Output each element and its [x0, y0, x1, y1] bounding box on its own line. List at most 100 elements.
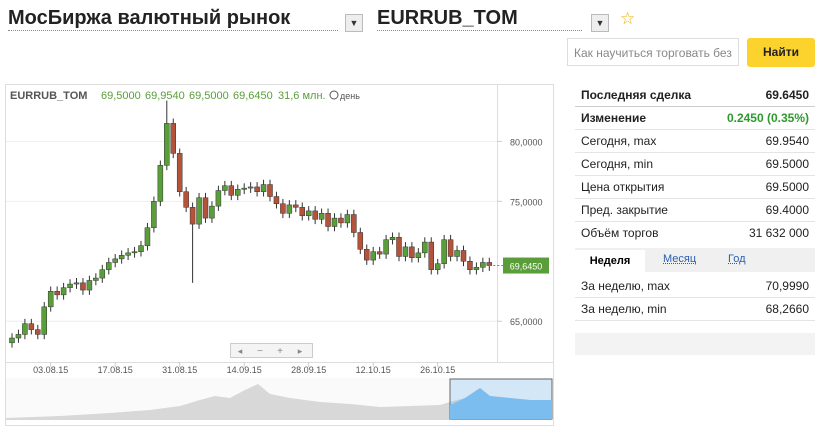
stat-label: Цена открытия [581, 180, 665, 194]
candle-body [22, 323, 28, 335]
candle-body [125, 252, 131, 256]
chart: EURRUB_TOM 69,5000 69,9540 69,5000 69,64… [5, 84, 554, 426]
candle-body [273, 196, 280, 204]
x-tick-label: 12.10.15 [356, 365, 391, 375]
candle-body [164, 123, 170, 166]
chart-high: 69,9540 [145, 90, 185, 102]
chart-volume: 31,6 млн. [278, 90, 326, 102]
stat-row: Объём торгов 31 632 000 [575, 222, 815, 244]
tab-active[interactable]: Неделя [575, 248, 645, 272]
y-tick-label: 75,0000 [510, 197, 543, 207]
chart-period[interactable]: день [340, 91, 360, 101]
stat-row: Пред. закрытие 69.4000 [575, 199, 815, 222]
candle-body [364, 249, 370, 261]
candle-body [441, 239, 447, 264]
navigator-selected-area [450, 388, 552, 419]
candle-body [389, 237, 396, 240]
candle-body [157, 165, 164, 202]
candle-body [254, 186, 260, 192]
candle-body [467, 261, 473, 270]
candle-body [331, 217, 338, 227]
navigator [6, 378, 553, 420]
candle-body [60, 287, 67, 296]
zoom-controls: ◂ − + ▸ [230, 343, 313, 358]
instrument-dropdown[interactable]: ▼ [591, 14, 609, 32]
last-price-label: 69,6450 [510, 262, 543, 272]
y-tick-label: 65,0000 [510, 317, 543, 327]
candle-body [402, 246, 409, 257]
candle-body [247, 186, 254, 189]
candle-body [260, 184, 267, 192]
candle-body [202, 197, 209, 219]
candle-body [286, 204, 293, 214]
candle-body [189, 207, 196, 225]
candle-body [106, 262, 112, 270]
candle-body [241, 187, 247, 190]
stat-value: 69.6450 [765, 88, 809, 102]
zoom-in[interactable]: + [277, 346, 283, 357]
stat-value: 69.9540 [765, 134, 809, 148]
candle-body [86, 280, 93, 291]
chart-frame [5, 84, 554, 426]
candle-body [41, 306, 47, 335]
candle-body [196, 197, 202, 225]
market-dropdown[interactable]: ▼ [345, 14, 363, 32]
stat-label: За неделю, min [581, 302, 667, 316]
stat-label: Пред. закрытие [581, 203, 668, 217]
candle-body [9, 337, 15, 344]
candle-body [170, 123, 176, 154]
tab[interactable]: Месяц [663, 253, 697, 265]
stat-value: 31 632 000 [748, 226, 809, 240]
candle-body [344, 214, 351, 224]
x-tick-label: 03.08.15 [33, 365, 68, 375]
candle-body [480, 262, 486, 268]
candle-body [112, 258, 118, 263]
stat-row: Цена открытия 69.5000 [575, 176, 815, 199]
tab[interactable]: Год [728, 253, 746, 265]
chart-instrument: EURRUB_TOM [10, 90, 87, 102]
search-button[interactable]: Найти [747, 38, 815, 67]
stat-row: Сегодня, max 69.9540 [575, 130, 815, 153]
stat-row: Последняя сделка 69.6450 [575, 84, 815, 107]
search-input[interactable]: Как научиться торговать без [567, 38, 739, 66]
instrument-title: EURRUB_TOM [377, 6, 582, 31]
candle-body [409, 246, 415, 258]
candle-body [305, 210, 312, 216]
candle-body [357, 232, 364, 250]
zoom-out[interactable]: − [257, 346, 263, 357]
candle-body [312, 210, 318, 220]
candle-body [67, 283, 73, 288]
candle-body [99, 269, 106, 279]
zoom-right[interactable]: ▸ [298, 346, 303, 356]
candle-body [454, 250, 460, 257]
candle-body [383, 239, 389, 255]
candle-body [318, 213, 325, 220]
last-price-tag [503, 257, 549, 274]
candle-body [54, 291, 60, 296]
candle-body [118, 255, 125, 260]
x-tick-label: 31.08.15 [162, 365, 197, 375]
candle-body [422, 241, 428, 254]
candle-body [473, 267, 480, 270]
stat-row: Сегодня, min 69.5000 [575, 153, 815, 176]
candle-body [351, 214, 357, 233]
x-tick-label: 28.09.15 [291, 365, 326, 375]
zoom-box [230, 343, 313, 358]
stat-value: 69.5000 [765, 180, 809, 194]
stat-value: 69.5000 [765, 157, 809, 171]
candle-body [73, 282, 80, 285]
candle-body [176, 153, 183, 192]
candle-body [93, 277, 99, 281]
zoom-left[interactable]: ◂ [238, 346, 243, 356]
x-tick-label: 26.10.15 [420, 365, 455, 375]
favorite-star[interactable]: ☆ [620, 9, 636, 28]
chart-close: 69,6450 [233, 90, 273, 102]
candle-body [267, 184, 273, 197]
candle-body [209, 205, 215, 219]
candle-body [428, 241, 434, 270]
candle-body [151, 201, 157, 228]
candle-body [325, 213, 331, 227]
stat-label: Сегодня, max [581, 134, 657, 148]
empty-panel [575, 333, 815, 355]
